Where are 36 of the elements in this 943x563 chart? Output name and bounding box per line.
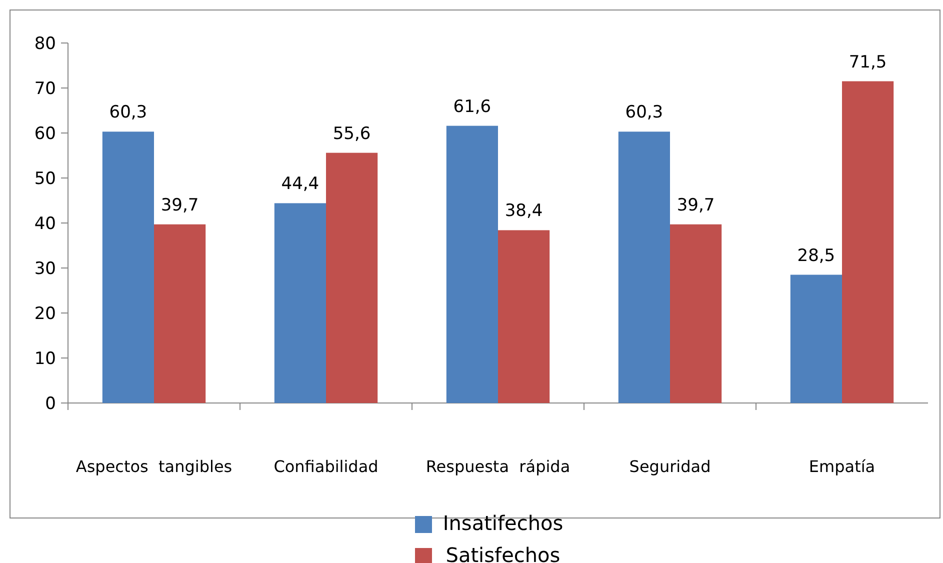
bar bbox=[102, 132, 154, 403]
y-tick-label: 0 bbox=[45, 394, 56, 414]
data-label: 28,5 bbox=[797, 246, 836, 266]
y-tick-label: 50 bbox=[34, 168, 56, 189]
x-tick-label: Respuesta rápida bbox=[426, 457, 570, 476]
data-label: 61,6 bbox=[453, 96, 492, 117]
data-label: 60,3 bbox=[109, 102, 148, 123]
y-tick-label: 60 bbox=[34, 124, 56, 144]
bar bbox=[670, 224, 722, 403]
x-tick-label: Empatía bbox=[808, 457, 876, 476]
y-tick-label: 20 bbox=[34, 304, 56, 324]
x-tick-label: Aspectos tangibles bbox=[76, 457, 232, 476]
data-label: 55,6 bbox=[332, 124, 371, 144]
y-tick-label: 70 bbox=[34, 78, 56, 99]
bar bbox=[154, 224, 206, 403]
x-tick-label: Seguridad bbox=[629, 457, 711, 476]
bar bbox=[790, 274, 842, 403]
legend-label: Satisfechos bbox=[446, 543, 560, 563]
legend-label: Insatifechos bbox=[442, 511, 564, 535]
bar bbox=[326, 152, 378, 403]
y-tick-label: 30 bbox=[34, 258, 56, 279]
data-label: 71,5 bbox=[848, 52, 887, 72]
data-label: 60,3 bbox=[625, 102, 664, 123]
y-tick-label: 40 bbox=[34, 214, 56, 234]
data-label: 44,4 bbox=[281, 174, 320, 194]
x-tick-label: Confiabilidad bbox=[274, 457, 378, 476]
bar bbox=[446, 126, 498, 403]
data-label: 39,7 bbox=[676, 195, 715, 216]
bar bbox=[274, 203, 326, 403]
data-label: 38,4 bbox=[504, 201, 543, 222]
y-tick-label: 80 bbox=[34, 34, 56, 54]
bar bbox=[842, 81, 894, 403]
bar bbox=[618, 132, 670, 403]
bar bbox=[498, 230, 550, 403]
y-tick-label: 10 bbox=[34, 348, 56, 369]
data-label: 39,7 bbox=[160, 195, 199, 216]
